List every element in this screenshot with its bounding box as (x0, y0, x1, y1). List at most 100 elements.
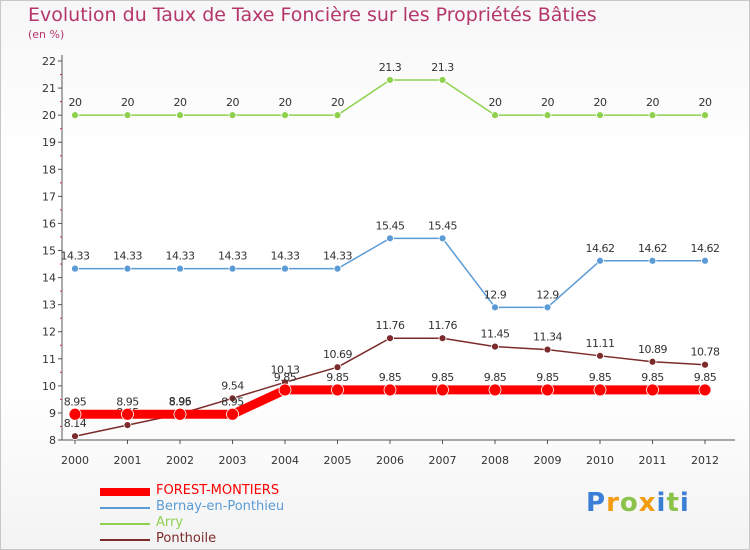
logo-letter: x (638, 488, 657, 518)
x-tick-label: 2010 (586, 454, 614, 467)
data-label: 14.62 (586, 242, 615, 255)
data-label: 20 (174, 96, 187, 109)
y-tick-label: 18 (42, 163, 56, 176)
x-tick-label: 2004 (271, 454, 299, 467)
data-label: 14.33 (61, 250, 90, 263)
data-point (226, 407, 239, 421)
y-tick-label: 19 (42, 136, 56, 149)
logo-letter: P (586, 488, 607, 518)
data-point (436, 383, 449, 397)
y-tick-label: 22 (42, 55, 56, 68)
data-point (701, 360, 709, 369)
data-point (333, 264, 342, 273)
series-forest-montiers: 8.95 8.95 8.95 8.95 9.85 9.85 9.85 9.85 9.85 9.85… (64, 371, 717, 421)
data-point (278, 383, 292, 397)
data-point (176, 111, 184, 120)
y-tick-label: 16 (42, 217, 56, 230)
logo-letter: i (679, 488, 690, 518)
legend-label: Bernay-en-Ponthieu (156, 499, 285, 514)
data-point (646, 383, 659, 397)
data-point (68, 407, 82, 421)
data-label: 15.45 (428, 219, 457, 232)
data-label: 8.96 (169, 395, 192, 408)
chart-title: Evolution du Taux de Taxe Foncière sur l… (28, 4, 597, 26)
data-label: 9.85 (694, 371, 717, 384)
y-tick-label: 21 (42, 82, 56, 95)
data-label: 9.85 (641, 371, 664, 384)
logo-letter: o (619, 488, 639, 518)
x-tick-label: 2008 (481, 454, 509, 467)
data-point (438, 76, 447, 84)
y-tick-label: 12 (42, 326, 56, 339)
data-point (491, 303, 499, 312)
data-point (386, 234, 394, 243)
series-line (74, 79, 706, 116)
data-point (383, 383, 397, 397)
proxiti-logo: Proxiti (586, 488, 690, 518)
data-point (71, 264, 79, 273)
data-point (71, 432, 79, 441)
data-label: 14.33 (218, 250, 247, 263)
legend-label: Arry (156, 515, 184, 530)
x-tick-label: 2001 (114, 454, 142, 467)
data-label: 21.3 (379, 61, 402, 74)
legend-swatch (100, 523, 150, 525)
chart-subtitle: (en %) (28, 28, 65, 41)
y-tick-label: 14 (42, 272, 56, 285)
data-point (281, 111, 289, 120)
data-label: 11.11 (586, 337, 615, 350)
data-label: 10.78 (691, 346, 720, 359)
data-label: 9.85 (431, 371, 454, 384)
data-point (176, 264, 184, 273)
y-tick-label: 15 (42, 245, 56, 258)
data-point (438, 234, 447, 243)
data-point (121, 407, 134, 421)
data-point (596, 351, 604, 360)
y-tick-label: 10 (42, 380, 56, 393)
data-point (173, 407, 187, 421)
y-tick-label: 20 (42, 109, 56, 122)
y-tick-label: 13 (42, 299, 56, 312)
data-point (228, 111, 237, 120)
data-label: 8.95 (116, 395, 139, 408)
data-point (701, 256, 709, 265)
data-point (331, 383, 344, 397)
data-point (648, 111, 657, 120)
data-label: 14.62 (691, 242, 720, 255)
data-point (71, 111, 79, 120)
x-tick-label: 2003 (219, 454, 247, 467)
data-label: 12.9 (536, 288, 559, 301)
legend-label: FOREST-MONTIERS (156, 483, 280, 498)
x-tick-label: 2000 (61, 454, 89, 467)
data-point (596, 256, 604, 265)
data-label: 15.45 (376, 219, 405, 232)
logo-letter: r (606, 488, 620, 518)
data-point (648, 256, 657, 265)
x-tick-label: 2002 (166, 454, 194, 467)
data-label: 10.69 (323, 348, 352, 361)
series-ponthoile: 8.148.558.969.5410.1310.6911.7611.7611.4… (64, 319, 720, 441)
x-tick-label: 2006 (376, 454, 404, 467)
data-label: 14.62 (638, 242, 667, 255)
x-tick-label: 2011 (639, 454, 667, 467)
data-label: 20 (646, 96, 659, 109)
data-label: 14.33 (271, 250, 300, 263)
data-label: 9.85 (484, 371, 507, 384)
data-label: 11.76 (376, 319, 405, 332)
series-arry: 20 20 20 20 20 20 21.3 21.3 20 20 20 20 20 (69, 61, 712, 120)
data-label: 14.33 (323, 250, 352, 263)
data-label: 21.3 (431, 61, 454, 74)
data-label: 14.33 (113, 250, 142, 263)
legend-label: Ponthoile (156, 531, 217, 546)
data-label: 20 (489, 96, 502, 109)
data-label: 8.95 (169, 395, 192, 408)
y-tick-label: 17 (42, 190, 56, 203)
data-label: 20 (69, 96, 82, 109)
x-tick-label: 2007 (429, 454, 457, 467)
data-label: 20 (541, 96, 554, 109)
data-label: 10.89 (638, 343, 667, 356)
legend-swatch (100, 488, 150, 496)
data-label: 11.34 (533, 331, 562, 344)
